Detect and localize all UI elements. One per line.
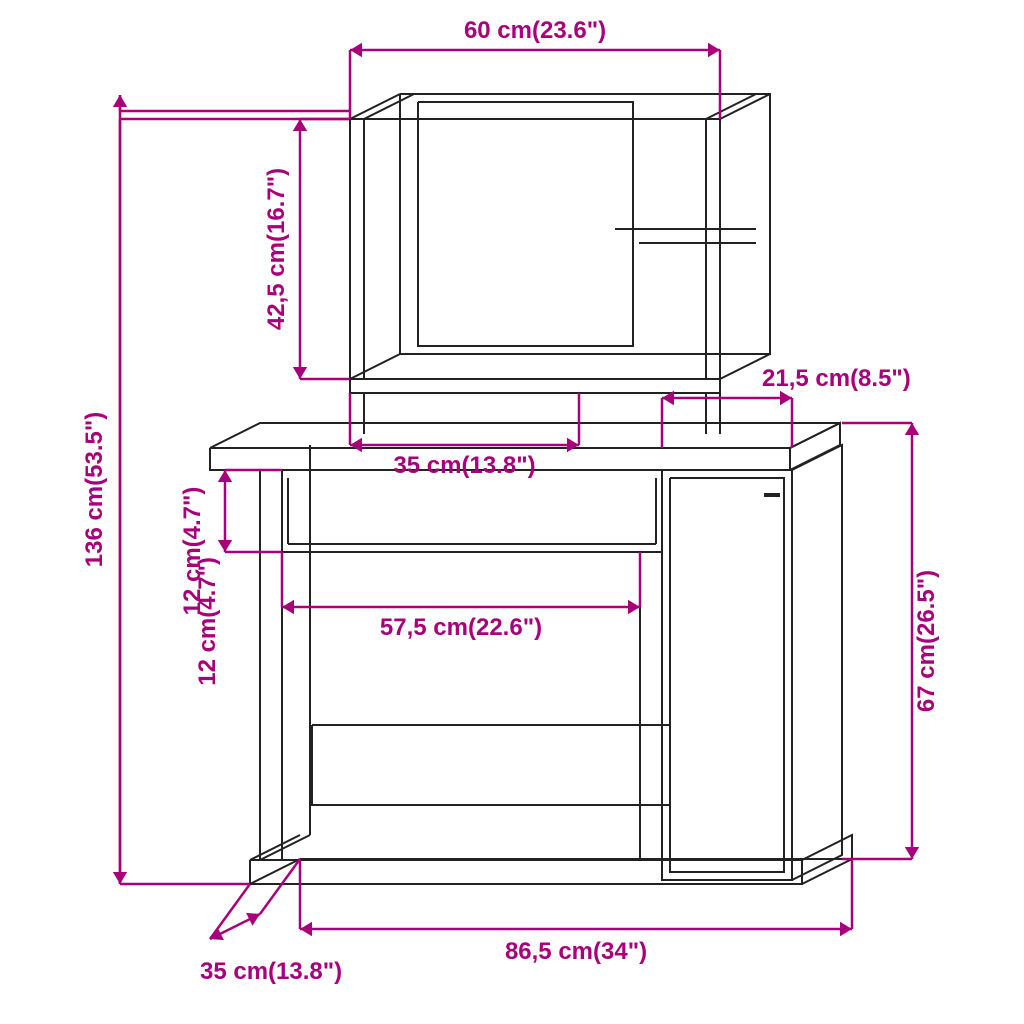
- dim-depth: 35 cm(13.8"): [200, 958, 342, 985]
- dim-drawer-width: 57,5 cm(22.6"): [380, 614, 542, 641]
- furniture-drawing: [210, 94, 852, 884]
- dim-drawer-height-lbl: 12 cm(4.7"): [179, 487, 206, 616]
- dim-base-width: 86,5 cm(34"): [505, 938, 647, 965]
- dim-top-width: 60 cm(23.6"): [464, 17, 606, 44]
- dim-door-width: 21,5 cm(8.5"): [762, 365, 911, 392]
- dim-total-height: 136 cm(53.5"): [81, 412, 108, 567]
- dim-door-height: 67 cm(26.5"): [913, 570, 940, 712]
- dim-mirror-height: 42,5 cm(16.7"): [263, 168, 290, 330]
- dim-mirror-width: 35 cm(13.8"): [393, 452, 535, 479]
- dimensions: 60 cm(23.6") 42,5 cm(16.7") 136 cm(53.5") 3…: [81, 17, 940, 985]
